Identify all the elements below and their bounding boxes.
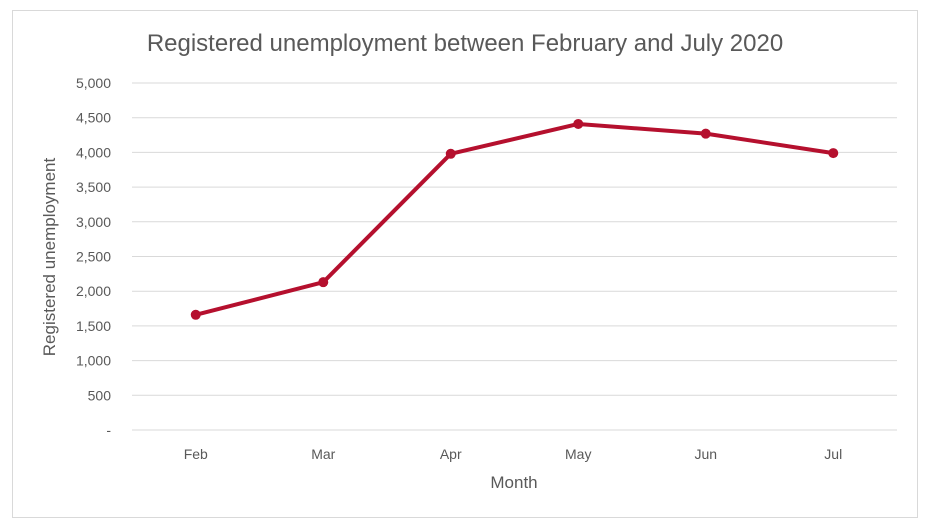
x-axis-label: Month <box>490 473 537 492</box>
chart-frame <box>12 10 918 518</box>
series-line <box>193 121 836 317</box>
gridlines <box>132 82 897 431</box>
y-tick-label: 1,000 <box>76 353 111 369</box>
x-tick-label: Mar <box>311 446 335 462</box>
x-tick-label: Jun <box>694 446 717 462</box>
data-point <box>445 148 456 159</box>
y-tick-label: 3,000 <box>76 214 111 230</box>
x-tick-labels: Feb Mar Apr May Jun Jul <box>184 446 843 462</box>
series-group <box>190 118 839 320</box>
x-tick-label: Jul <box>824 446 842 462</box>
y-tick-label: 2,000 <box>76 283 111 299</box>
data-point <box>573 118 584 129</box>
y-tick-label: - <box>106 422 111 438</box>
chart-title: Registered unemployment between February… <box>147 30 783 57</box>
y-axis-label: Registered unemployment <box>40 158 59 357</box>
y-tick-label: 2,500 <box>76 249 111 265</box>
data-point <box>700 128 711 139</box>
data-point <box>828 148 839 159</box>
y-tick-label: 1,500 <box>76 318 111 334</box>
data-point <box>190 309 201 320</box>
data-point <box>318 277 329 288</box>
y-tick-label: 500 <box>88 387 112 403</box>
x-tick-label: Feb <box>184 446 208 462</box>
y-tick-label: 4,500 <box>76 110 111 126</box>
y-tick-label: 3,500 <box>76 179 111 195</box>
x-tick-label: Apr <box>440 446 462 462</box>
y-tick-label: 4,000 <box>76 144 111 160</box>
y-tick-label: 5,000 <box>76 75 111 91</box>
x-tick-label: May <box>565 446 591 462</box>
y-tick-labels: - 500 1,000 1,500 2,000 2,500 3,000 3,500 4,000 4… <box>76 75 111 438</box>
